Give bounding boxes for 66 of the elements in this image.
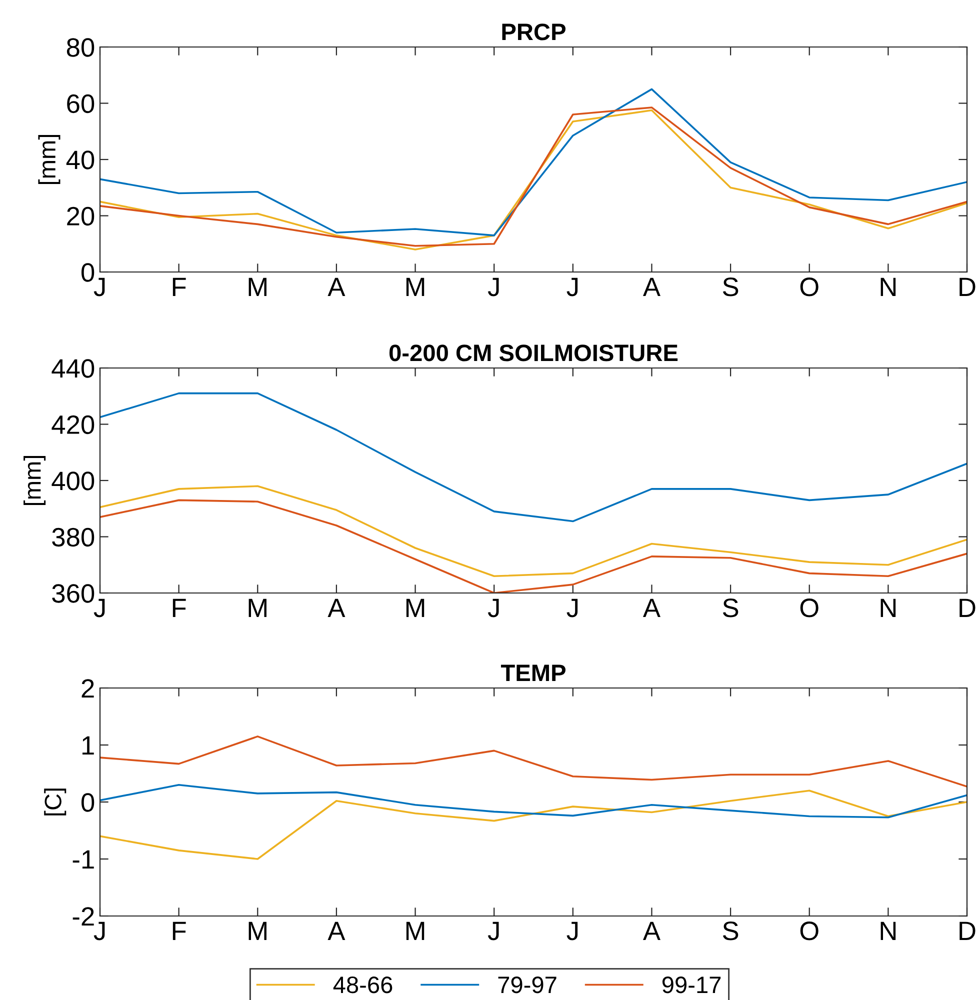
y-tick-label: 40 (66, 150, 94, 170)
x-tick-label: N (880, 278, 896, 296)
line-series (100, 736, 967, 788)
y-axis-title: [C] (44, 788, 66, 816)
y-tick-label: 60 (67, 94, 94, 114)
y-tick-label: -2 (72, 907, 94, 926)
x-tick-label: M (406, 598, 424, 617)
y-tick-label: 380 (52, 528, 94, 547)
x-tick-label: D (960, 922, 976, 940)
x-tick-label: M (248, 598, 266, 617)
y-tick-label: 400 (52, 472, 94, 490)
y-tick-label: 1 (82, 736, 94, 755)
y-tick-label: 20 (67, 206, 94, 226)
y-axis-title: [mm] (24, 456, 46, 506)
y-tick-label: 440 (52, 359, 94, 378)
x-tick-label: J (488, 278, 499, 296)
x-tick-label: O (800, 278, 818, 296)
x-tick-label: S (722, 598, 738, 618)
legend-label: 99-17 (662, 976, 721, 994)
x-tick-label: F (172, 278, 186, 296)
legend-label: 48-66 (333, 976, 392, 994)
x-tick-label: J (94, 278, 105, 296)
x-tick-label: O (800, 598, 818, 618)
x-tick-label: A (328, 598, 346, 617)
x-tick-label: A (642, 278, 660, 296)
y-tick-label: 0 (81, 263, 94, 282)
y-tick-label: 420 (52, 415, 94, 434)
x-tick-label: J (94, 598, 105, 618)
legend-label: 79-97 (498, 976, 556, 994)
line-series (100, 784, 967, 818)
chart-title: 0-200 CM SOILMOISTURE (389, 344, 678, 362)
y-tick-label: 0 (81, 793, 94, 812)
y-tick-label: 2 (82, 679, 94, 698)
x-tick-label: F (172, 922, 186, 940)
x-tick-label: N (880, 598, 896, 617)
x-tick-label: J (94, 922, 105, 940)
x-tick-label: O (800, 922, 818, 940)
x-tick-label: M (406, 278, 424, 296)
line-series (100, 790, 967, 860)
x-tick-label: F (172, 598, 186, 617)
x-tick-label: M (248, 922, 266, 940)
x-tick-label: N (880, 922, 896, 940)
x-tick-label: S (722, 922, 738, 940)
x-tick-label: J (488, 922, 499, 940)
chart-title: TEMP (500, 664, 566, 682)
x-tick-label: J (566, 278, 578, 296)
y-axis-title: [mm] (38, 134, 60, 184)
y-tick-label: 80 (66, 38, 94, 57)
y-tick-label: 360 (52, 584, 94, 603)
x-tick-label: S (722, 278, 738, 296)
x-tick-label: A (642, 922, 660, 940)
x-tick-label: J (566, 922, 578, 940)
x-tick-label: A (328, 922, 346, 940)
x-tick-label: A (642, 598, 660, 617)
x-tick-label: J (488, 598, 499, 618)
line-series (100, 88, 967, 236)
x-tick-label: J (566, 598, 578, 618)
y-tick-label: -1 (72, 850, 94, 869)
chart-title: PRCP (502, 24, 566, 40)
line-series (100, 392, 967, 522)
x-tick-label: M (248, 278, 266, 296)
line-series (100, 485, 967, 578)
x-tick-label: D (960, 598, 976, 617)
x-tick-label: A (328, 278, 346, 296)
x-tick-label: D (960, 278, 976, 296)
x-tick-label: M (406, 922, 424, 940)
